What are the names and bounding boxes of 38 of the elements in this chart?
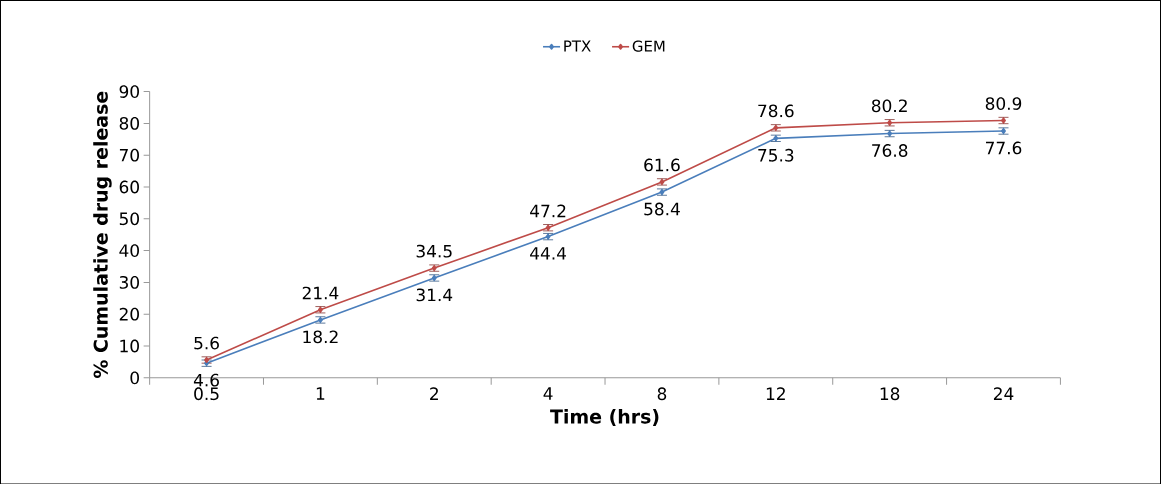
y-tick-label: 10 xyxy=(120,339,139,353)
y-tick-label: 50 xyxy=(119,212,139,225)
x-tick-label: 4 xyxy=(543,387,553,400)
data-label: 44.4 xyxy=(530,246,567,260)
data-label: 61.6 xyxy=(644,158,680,172)
y-tick-label: 60 xyxy=(119,180,139,194)
data-label: 4.6 xyxy=(193,373,219,387)
x-axis-title: Time (hrs) xyxy=(550,408,659,426)
x-tick-label: 24 xyxy=(993,387,1014,400)
data-label: 34.5 xyxy=(416,244,452,258)
data-label: 77.6 xyxy=(986,141,1022,155)
data-label: 18.2 xyxy=(303,330,338,344)
data-label: 31.4 xyxy=(416,288,453,302)
x-tick-label: 8 xyxy=(657,387,667,400)
data-label: 5.6 xyxy=(194,336,219,350)
y-tick-label: 40 xyxy=(119,243,139,257)
data-label: 58.4 xyxy=(644,202,680,216)
data-label: 80.2 xyxy=(871,99,907,113)
y-tick-label: 70 xyxy=(119,148,139,162)
data-label: 76.8 xyxy=(872,143,908,157)
data-label: 47.2 xyxy=(530,204,566,217)
y-tick-label: 80 xyxy=(119,116,139,130)
data-label: 80.9 xyxy=(985,96,1022,110)
y-axis-title: % Cumulative drug release xyxy=(93,91,112,378)
x-tick-label: 0.5 xyxy=(194,387,219,400)
y-tick-label: 0 xyxy=(130,371,139,385)
y-tick-label: 20 xyxy=(119,307,139,321)
x-tick-label: 1 xyxy=(316,387,325,400)
data-label: 78.6 xyxy=(758,104,794,118)
x-tick-label: 2 xyxy=(430,387,438,400)
y-tick-label: 30 xyxy=(119,275,139,289)
x-tick-label: 18 xyxy=(880,387,900,400)
data-label: 21.4 xyxy=(302,286,339,300)
data-label: 75.3 xyxy=(758,148,794,162)
x-tick-label: 12 xyxy=(766,387,785,400)
legend-label: PTX xyxy=(564,40,591,52)
legend-label: GEM xyxy=(632,40,665,52)
y-tick-label: 90 xyxy=(119,84,139,98)
